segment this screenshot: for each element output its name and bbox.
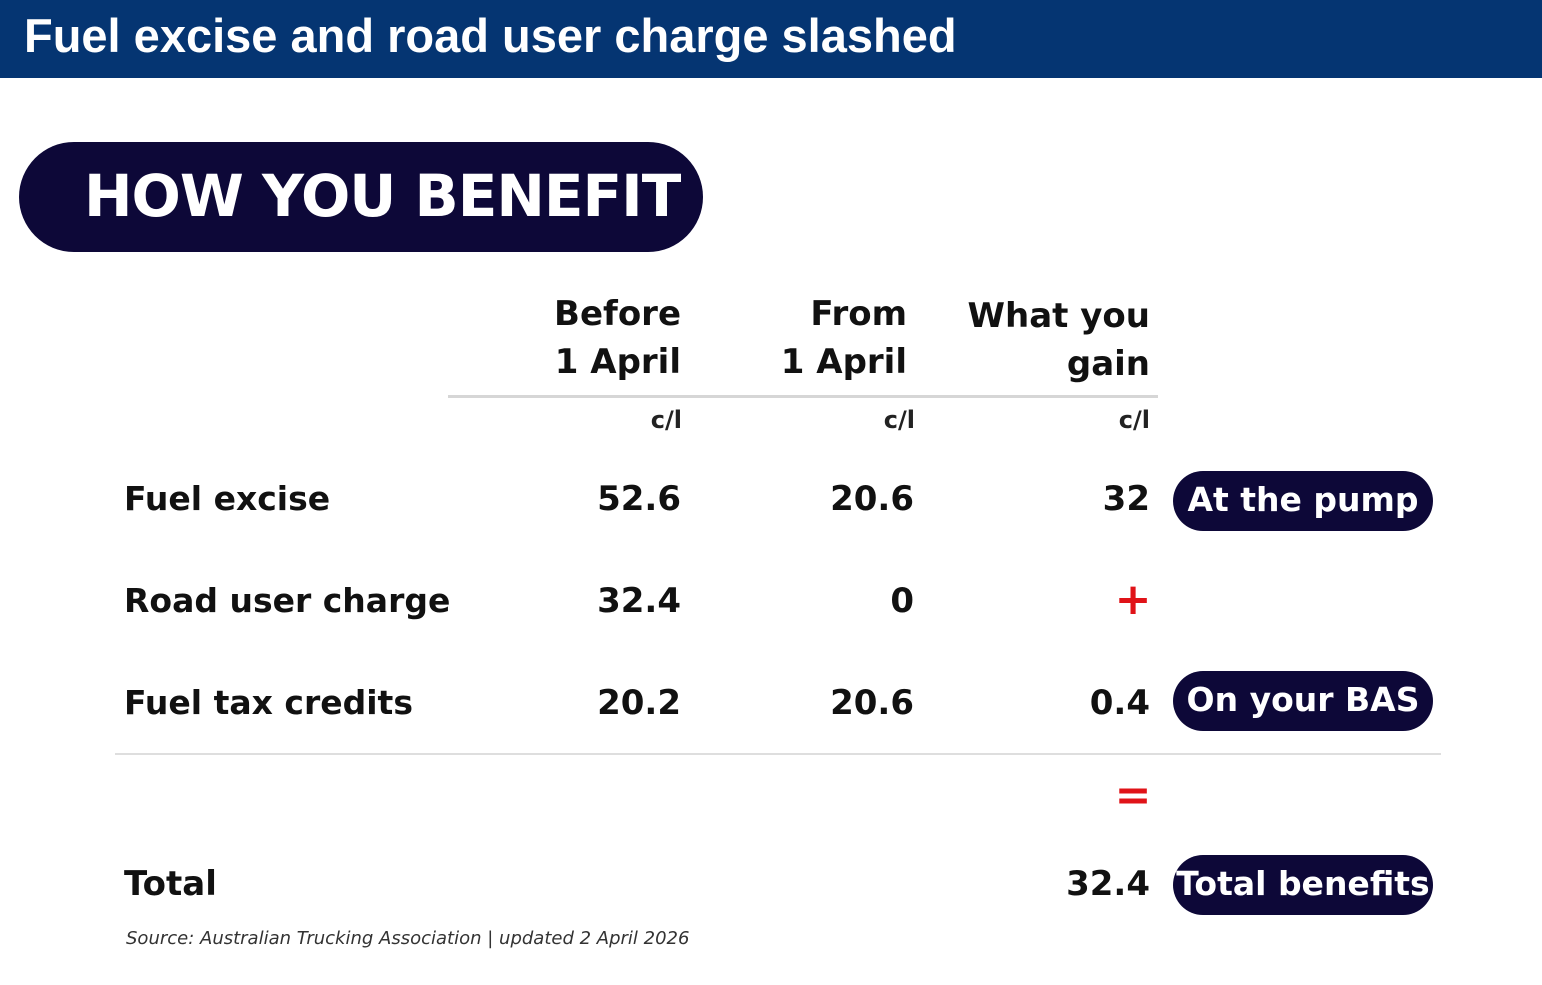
title-bar: Fuel excise and road user charge slashed [0,0,1542,78]
value-from: 0 [890,581,914,621]
header-divider [448,395,1158,398]
column-header-gain: What you gain [968,292,1150,388]
at-the-pump-badge: At the pump [1173,471,1433,531]
unit-from: c/l [883,406,915,434]
total-benefits-badge: Total benefits [1173,855,1433,915]
on-your-bas-badge: On your BAS [1173,671,1433,731]
row-label-total: Total [124,864,217,904]
total-value: 32.4 [1066,864,1150,904]
value-before: 52.6 [597,479,681,519]
column-header-line1: From [810,294,907,334]
plus-operator: + [1114,574,1152,625]
column-header-from: From 1 April [781,290,907,386]
value-before: 32.4 [597,581,681,621]
total-divider [115,753,1441,755]
value-from: 20.6 [830,683,914,723]
column-header-line2: 1 April [554,342,681,382]
row-label-road-user-charge: Road user charge [124,581,451,620]
row-label-fuel-tax-credits: Fuel tax credits [124,683,413,722]
how-you-benefit-banner [19,142,703,252]
value-gain: 0.4 [1089,683,1150,723]
value-before: 20.2 [597,683,681,723]
unit-before: c/l [650,406,682,434]
value-from: 20.6 [830,479,914,519]
row-label-fuel-excise: Fuel excise [124,479,331,518]
column-header-line1: Before [554,294,681,334]
column-header-line2: gain [1066,344,1150,384]
column-header-line2: 1 April [780,342,907,382]
value-gain: 32 [1102,479,1150,519]
source-note: Source: Australian Trucking Association … [126,928,690,949]
unit-gain: c/l [1118,406,1150,434]
column-header-before: Before 1 April [554,290,681,386]
column-header-line1: What you [967,296,1150,336]
page-title: Fuel excise and road user charge slashed [24,9,957,62]
banner-label: HOW YOU BENEFIT [84,162,681,230]
equals-operator: = [1114,770,1152,821]
